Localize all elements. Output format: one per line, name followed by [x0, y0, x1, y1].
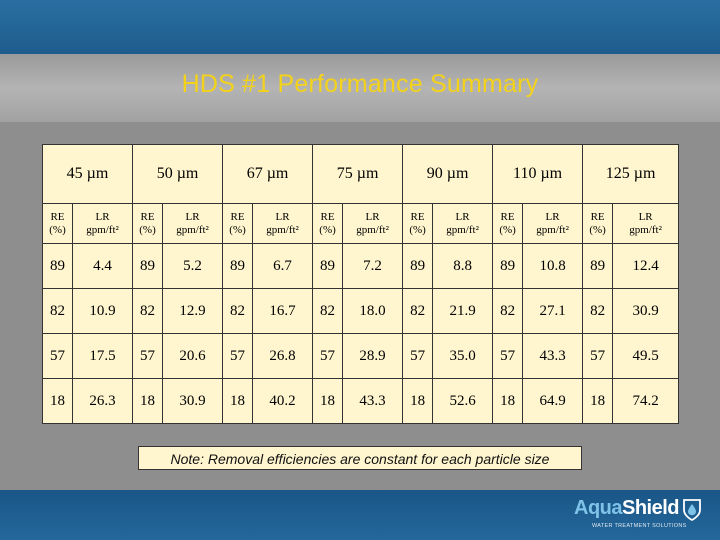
table-row: 82 10.9 82 12.9 82 16.7 82 18.0 82 21.9 82 27.1 82 30…: [42, 288, 680, 334]
lr-header: LR gpm/ft²: [522, 203, 584, 244]
re-header: RE (%): [492, 203, 524, 244]
loading-rate-cell: 43.3: [522, 333, 584, 379]
re-header: RE (%): [582, 203, 614, 244]
performance-table: 45 µm 50 µm 67 µm 75 µm 90 µm 110 µm 125 µm RE…: [41, 144, 680, 424]
footer-band: [0, 490, 720, 540]
title-band: [0, 54, 720, 122]
removal-efficiency-cell: 57: [582, 333, 614, 379]
removal-efficiency-cell: 82: [312, 288, 344, 334]
loading-rate-cell: 10.9: [71, 288, 134, 334]
removal-efficiency-cell: 18: [222, 378, 254, 424]
loading-rate-cell: 16.7: [252, 288, 314, 334]
particle-size-header-row: 45 µm 50 µm 67 µm 75 µm 90 µm 110 µm 125 µm: [41, 144, 680, 204]
removal-efficiency-cell: 57: [42, 333, 73, 379]
particle-size-header: 67 µm: [222, 144, 314, 204]
loading-rate-cell: 35.0: [432, 333, 494, 379]
loading-rate-cell: 26.3: [71, 378, 134, 424]
note-box: Note: Removal efficiencies are constant …: [138, 446, 582, 470]
lr-header: LR gpm/ft²: [342, 203, 404, 244]
removal-efficiency-cell: 89: [132, 243, 164, 289]
loading-rate-cell: 27.1: [522, 288, 584, 334]
loading-rate-cell: 49.5: [612, 333, 680, 379]
removal-efficiency-cell: 18: [402, 378, 434, 424]
loading-rate-cell: 74.2: [612, 378, 680, 424]
removal-efficiency-cell: 89: [222, 243, 254, 289]
loading-rate-cell: 28.9: [342, 333, 404, 379]
particle-size-header: 125 µm: [582, 144, 680, 204]
re-header: RE (%): [42, 203, 73, 244]
removal-efficiency-cell: 89: [402, 243, 434, 289]
slide-title: HDS #1 Performance Summary: [181, 70, 539, 98]
particle-size-header: 50 µm: [132, 144, 224, 204]
removal-efficiency-cell: 82: [222, 288, 254, 334]
removal-efficiency-cell: 18: [582, 378, 614, 424]
top-band: [0, 0, 720, 54]
re-header: RE (%): [132, 203, 164, 244]
particle-size-header: 110 µm: [492, 144, 584, 204]
re-header: RE (%): [222, 203, 254, 244]
loading-rate-cell: 4.4: [71, 243, 134, 289]
loading-rate-cell: 30.9: [612, 288, 680, 334]
loading-rate-cell: 30.9: [162, 378, 224, 424]
loading-rate-cell: 5.2: [162, 243, 224, 289]
table-row: 18 26.3 18 30.9 18 40.2 18 43.3 18 52.6 18 64.9 18 74…: [42, 378, 680, 424]
particle-size-header: 45 µm: [41, 144, 134, 204]
removal-efficiency-cell: 82: [492, 288, 524, 334]
removal-efficiency-cell: 89: [312, 243, 344, 289]
lr-header: LR gpm/ft²: [252, 203, 314, 244]
lr-header: LR gpm/ft²: [612, 203, 680, 244]
loading-rate-cell: 52.6: [432, 378, 494, 424]
removal-efficiency-cell: 57: [222, 333, 254, 379]
metric-header-row: RE (%) LR gpm/ft² RE (%) LR gpm/ft² RE (%) LR gpm/f…: [42, 203, 680, 244]
loading-rate-cell: 17.5: [71, 333, 134, 379]
removal-efficiency-cell: 89: [582, 243, 614, 289]
removal-efficiency-cell: 57: [132, 333, 164, 379]
re-header: RE (%): [402, 203, 434, 244]
removal-efficiency-cell: 82: [42, 288, 73, 334]
table-row: 57 17.5 57 20.6 57 26.8 57 28.9 57 35.0 57 43.3 57 49…: [42, 333, 680, 379]
particle-size-header: 75 µm: [312, 144, 404, 204]
removal-efficiency-cell: 82: [132, 288, 164, 334]
loading-rate-cell: 21.9: [432, 288, 494, 334]
shield-drop-icon: [683, 499, 701, 522]
loading-rate-cell: 12.9: [162, 288, 224, 334]
table-row: 89 4.4 89 5.2 89 6.7 89 7.2 89 8.8 89 10.8 89 12.4: [42, 243, 680, 289]
removal-efficiency-cell: 89: [492, 243, 524, 289]
loading-rate-cell: 18.0: [342, 288, 404, 334]
logo-wordmark: AquaShield: [574, 497, 680, 519]
removal-efficiency-cell: 18: [312, 378, 344, 424]
loading-rate-cell: 6.7: [252, 243, 314, 289]
removal-efficiency-cell: 57: [312, 333, 344, 379]
re-header: RE (%): [312, 203, 344, 244]
lr-header: LR gpm/ft²: [432, 203, 494, 244]
loading-rate-cell: 40.2: [252, 378, 314, 424]
removal-efficiency-cell: 18: [42, 378, 73, 424]
removal-efficiency-cell: 18: [492, 378, 524, 424]
removal-efficiency-cell: 82: [582, 288, 614, 334]
loading-rate-cell: 7.2: [342, 243, 404, 289]
aquashield-logo: AquaShield WATER TREATMENT SOLUTIONS: [574, 497, 714, 537]
loading-rate-cell: 43.3: [342, 378, 404, 424]
loading-rate-cell: 12.4: [612, 243, 680, 289]
removal-efficiency-cell: 82: [402, 288, 434, 334]
logo-tagline: WATER TREATMENT SOLUTIONS: [592, 523, 687, 529]
lr-header: LR gpm/ft²: [71, 203, 134, 244]
removal-efficiency-cell: 18: [132, 378, 164, 424]
lr-header: LR gpm/ft²: [162, 203, 224, 244]
removal-efficiency-cell: 57: [492, 333, 524, 379]
removal-efficiency-cell: 57: [402, 333, 434, 379]
loading-rate-cell: 64.9: [522, 378, 584, 424]
removal-efficiency-cell: 89: [42, 243, 73, 289]
loading-rate-cell: 26.8: [252, 333, 314, 379]
loading-rate-cell: 20.6: [162, 333, 224, 379]
loading-rate-cell: 8.8: [432, 243, 494, 289]
particle-size-header: 90 µm: [402, 144, 494, 204]
loading-rate-cell: 10.8: [522, 243, 584, 289]
